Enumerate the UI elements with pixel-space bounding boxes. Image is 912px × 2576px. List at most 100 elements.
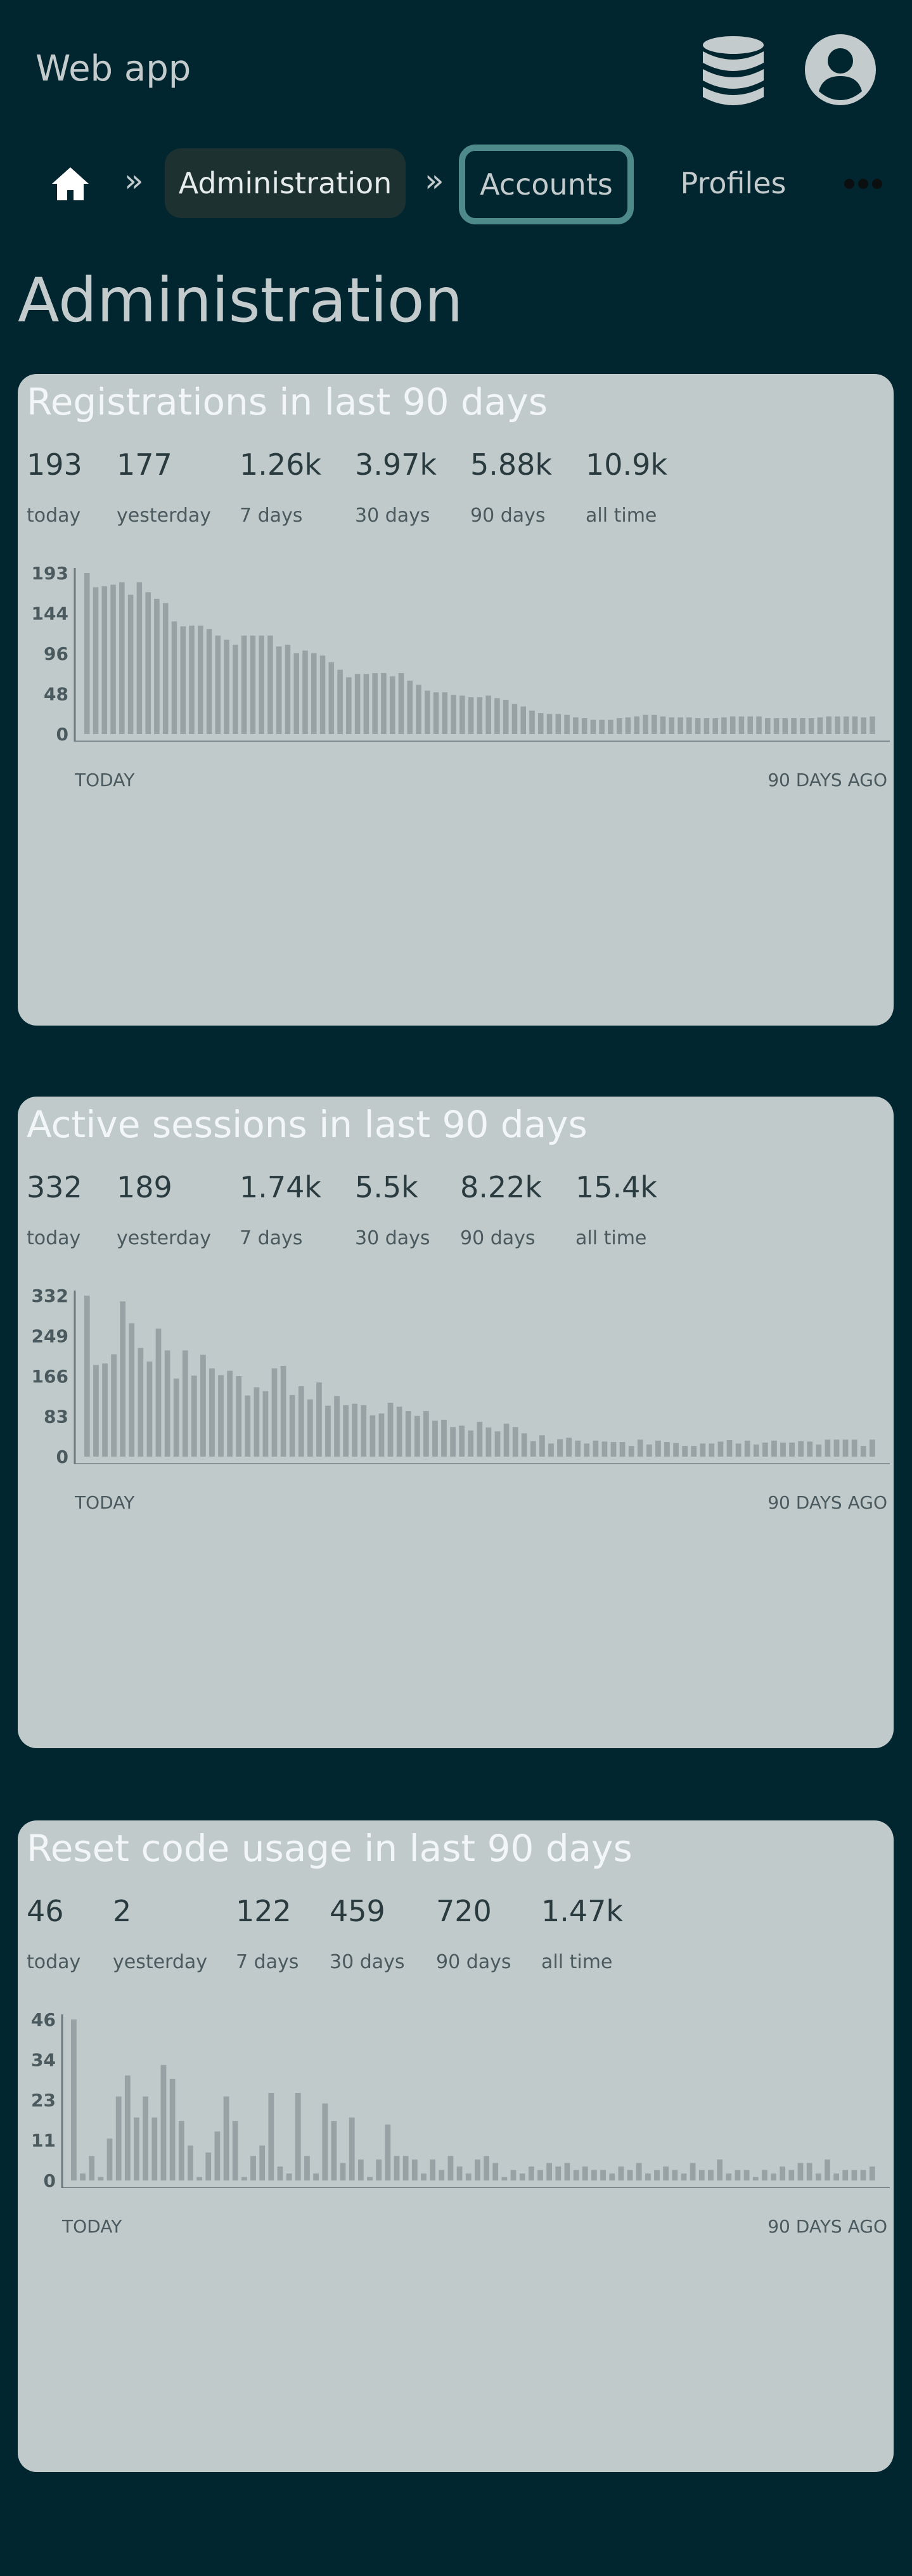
chart-bar [477, 697, 483, 734]
chart-bar [101, 586, 108, 734]
chart-bar [346, 677, 352, 734]
stat-label: all time [541, 1951, 613, 1973]
database-icon[interactable] [700, 35, 766, 108]
chart-bar [319, 655, 326, 734]
x-start-label: TODAY [74, 1492, 135, 1513]
more-dots-icon[interactable] [843, 177, 883, 190]
chart-bar [773, 718, 780, 734]
y-tick-label: 332 [32, 1285, 68, 1306]
stat-label: yesterday [113, 1951, 208, 1973]
chart-bar [71, 2019, 77, 2180]
chart-bar [538, 713, 544, 734]
chart-bar [84, 1296, 90, 1457]
chart-bar [205, 2152, 212, 2180]
y-tick-label: 193 [32, 563, 68, 584]
stat-value: 2 [113, 1894, 132, 1928]
chart-bar [672, 2170, 678, 2180]
chart-bar [590, 719, 596, 734]
chart-bar [643, 714, 648, 734]
chart-bar [521, 1433, 527, 1457]
chart-bar [164, 1350, 170, 1457]
chart-bar [331, 2121, 337, 2180]
stat-label: today [27, 1951, 81, 1973]
chart-bar [601, 1441, 608, 1457]
chart-bar [555, 714, 562, 734]
chart-bar [690, 2163, 696, 2180]
chart-bar [432, 1420, 438, 1457]
chart-bar [800, 718, 806, 734]
chart-bar [277, 2166, 283, 2180]
chart-bar [546, 714, 553, 734]
chart-bar [451, 695, 456, 734]
chart-bar [352, 1403, 358, 1457]
chart-bar [115, 2096, 122, 2180]
chart-bar [797, 2163, 804, 2180]
chart-bar [334, 1396, 340, 1457]
chart-bar [557, 1439, 563, 1457]
chart-bar [354, 674, 361, 734]
breadcrumb-item-administration[interactable]: Administration [165, 148, 406, 218]
chart-bar [573, 717, 579, 734]
chart-bar [678, 717, 683, 734]
chart-bar [752, 2177, 759, 2180]
chart-bar [645, 2173, 651, 2180]
chart-bar [564, 2163, 570, 2180]
chart-bar [398, 673, 404, 734]
chart-bar [600, 2170, 606, 2180]
stat-value: 177 [117, 448, 172, 482]
breadcrumb-item-accounts[interactable]: Accounts [459, 145, 634, 224]
chart-bar [771, 2173, 776, 2180]
home-icon[interactable] [51, 166, 90, 202]
chart-bar [106, 2138, 113, 2180]
chart-bar [555, 2166, 562, 2180]
chart-bar [120, 1301, 126, 1457]
chart-bar [394, 2156, 400, 2180]
chart-bar [756, 716, 762, 734]
y-tick-label: 0 [56, 1446, 68, 1464]
chart-bar [528, 2166, 534, 2180]
chart-bar [441, 1419, 447, 1457]
chart-bar [717, 2159, 723, 2180]
chart-bar [267, 635, 273, 734]
chart-bar [155, 1329, 162, 1457]
chart-bar [575, 1440, 581, 1457]
chart-bar [627, 2170, 633, 2180]
chart-bar [625, 717, 631, 734]
stat-label: today [27, 1227, 81, 1249]
chart-bar [173, 1378, 179, 1457]
registrations-card: Registrations in last 90 days 193 today … [18, 374, 894, 1026]
chart-bar [136, 582, 143, 734]
chart-bar [241, 635, 247, 734]
chart-bar [84, 573, 90, 734]
app-title[interactable]: Web app [35, 48, 191, 89]
chart-bar [402, 2156, 409, 2180]
x-end-label: 90 DAYS AGO [767, 2216, 887, 2237]
y-tick-label: 249 [32, 1326, 68, 1347]
breadcrumb-item-profiles[interactable]: Profiles [680, 166, 787, 200]
chart-bar [673, 1443, 679, 1457]
chart-bar [349, 2117, 355, 2180]
chart-bar [200, 1355, 206, 1457]
chart-bar [298, 1386, 304, 1457]
chart-bar [686, 717, 692, 734]
chart-bar [581, 718, 588, 734]
chart-bar [188, 2145, 193, 2180]
chart-bar [411, 2159, 418, 2180]
chart-bar [198, 625, 203, 734]
chart-bar [196, 2177, 202, 2180]
chart-bar [520, 706, 526, 734]
chart-bar [276, 646, 282, 734]
chart-bar [316, 1382, 322, 1457]
chart-bar [430, 2159, 435, 2180]
chart-bar [182, 1350, 188, 1457]
y-tick-label: 46 [31, 2009, 56, 2030]
chart-bar [608, 719, 613, 734]
chart-bar [442, 692, 448, 734]
user-avatar-icon[interactable] [804, 33, 877, 106]
chart-bar [691, 1446, 697, 1457]
page-title: Administration [18, 265, 463, 336]
chart-bar [110, 584, 116, 734]
chart-bar [421, 2173, 427, 2180]
active-sessions-card: Active sessions in last 90 days 332 toda… [18, 1097, 894, 1748]
chart-bar [869, 2166, 875, 2180]
